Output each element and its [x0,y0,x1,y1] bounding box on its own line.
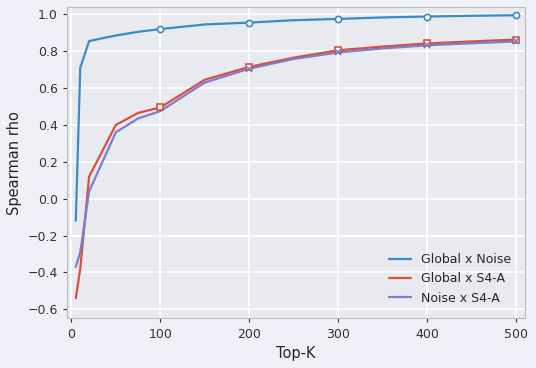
Global x S4-A [72,296,79,300]
Legend: Global x Noise, Global x S4-A, Noise x S4-A: Global x Noise, Global x S4-A, Noise x S… [381,246,519,312]
Global x Noise [246,20,252,25]
Noise x S4-A [424,43,430,47]
Y-axis label: Spearman rho: Spearman rho [7,111,22,215]
Global x S4-A [379,45,386,49]
X-axis label: Top-K: Top-K [276,346,316,361]
Global x S4-A [113,123,119,127]
Noise x S4-A [335,50,341,55]
Global x S4-A [291,56,297,60]
Line: Global x Noise: Global x Noise [76,15,516,221]
Noise x S4-A [77,250,84,254]
Global x Noise [202,22,208,26]
Global x Noise [77,66,84,70]
Noise x S4-A [468,41,475,46]
Global x S4-A [424,41,430,46]
Line: Noise x S4-A: Noise x S4-A [76,42,516,267]
Global x Noise [113,33,119,38]
Global x Noise [291,18,297,22]
Global x Noise [86,39,92,43]
Global x Noise [157,27,163,31]
Global x S4-A [157,105,163,110]
Noise x S4-A [202,80,208,85]
Global x Noise [424,14,430,19]
Noise x S4-A [86,189,92,194]
Noise x S4-A [135,116,142,121]
Global x Noise [468,14,475,18]
Noise x S4-A [113,130,119,134]
Global x Noise [72,219,79,223]
Global x Noise [379,15,386,20]
Noise x S4-A [379,46,386,51]
Noise x S4-A [72,265,79,269]
Noise x S4-A [513,39,519,44]
Global x S4-A [202,78,208,82]
Noise x S4-A [291,57,297,61]
Global x S4-A [135,111,142,115]
Global x S4-A [335,48,341,53]
Noise x S4-A [246,67,252,71]
Global x S4-A [246,65,252,69]
Global x S4-A [86,174,92,179]
Global x Noise [513,13,519,17]
Global x S4-A [468,39,475,44]
Line: Global x S4-A: Global x S4-A [76,40,516,298]
Noise x S4-A [157,109,163,113]
Global x Noise [135,29,142,34]
Global x S4-A [513,38,519,42]
Global x S4-A [77,266,84,271]
Global x Noise [335,17,341,21]
